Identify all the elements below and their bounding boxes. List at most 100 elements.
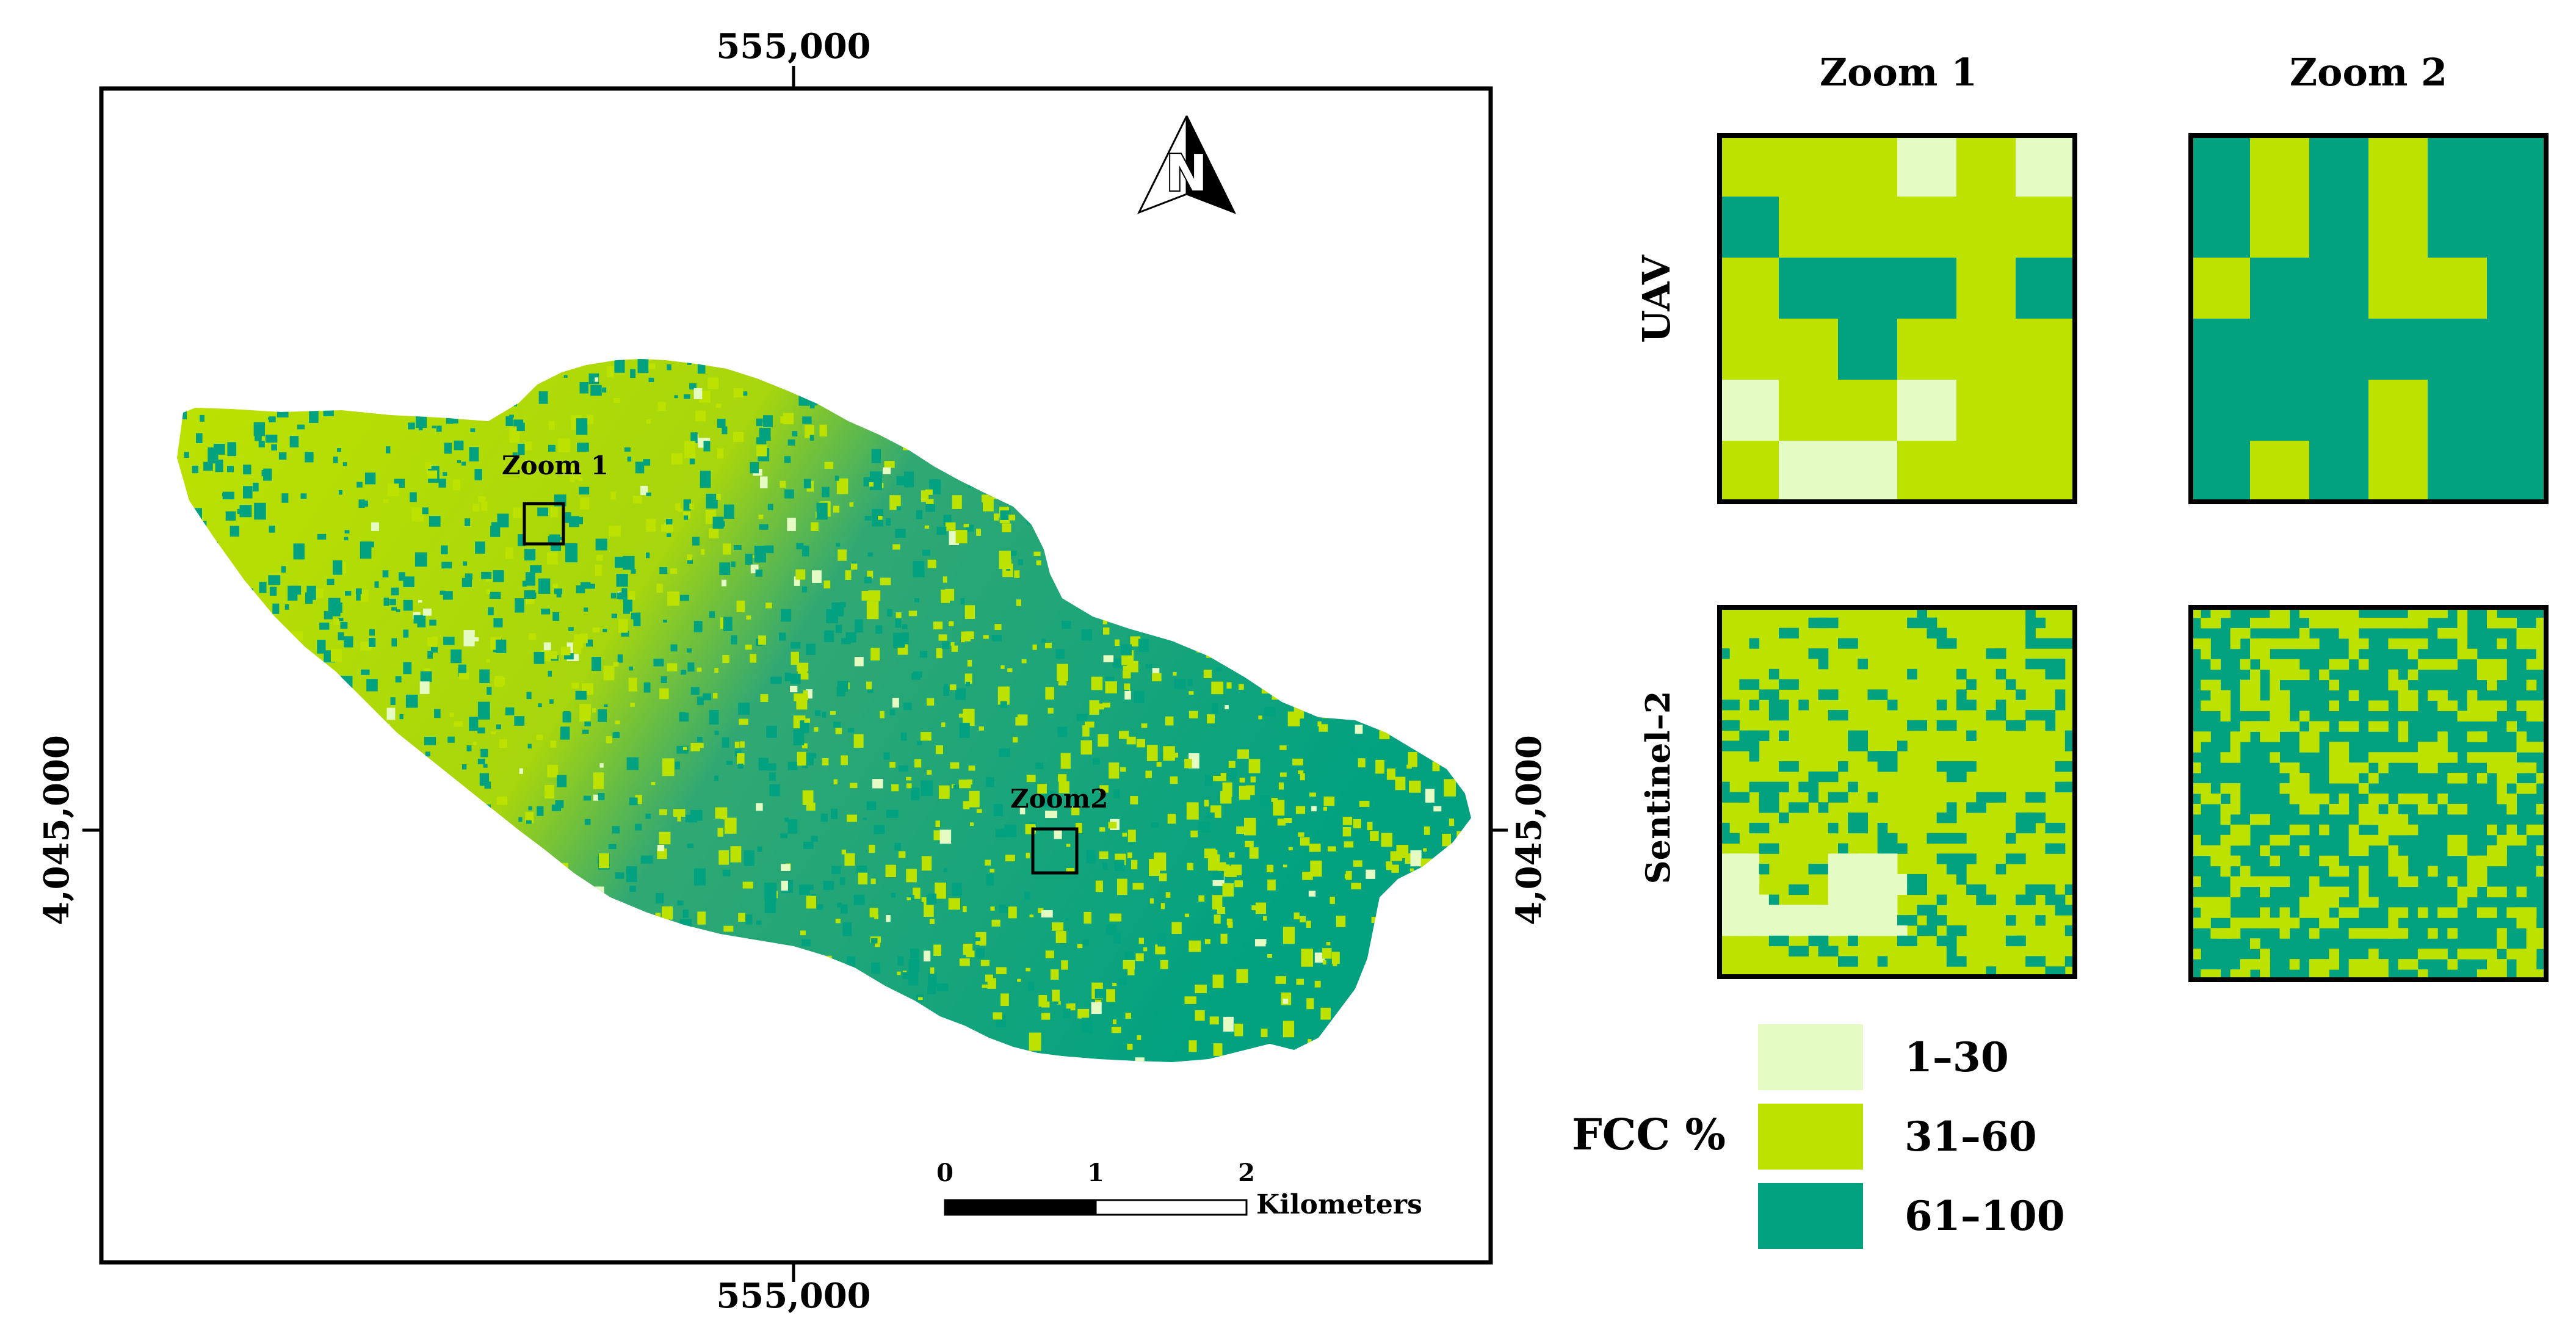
basin-pixel [497,513,509,527]
basin-pixel [804,718,811,723]
sentinel-zoom1-pixel [1867,853,1878,864]
basin-pixel [819,424,827,437]
basin-pixel [914,598,919,602]
scale-tick-2: 2 [1238,1159,1255,1187]
sentinel-zoom2-pixel [2477,949,2497,960]
sentinel-zoom1-pixel [1749,638,1760,649]
sentinel-zoom2-pixel [2467,690,2478,701]
sentinel-zoom1-pixel [1759,905,1770,916]
basin-pixel [239,505,252,518]
sentinel-zoom1-pixel [1956,956,1967,967]
basin-pixel [1066,868,1074,874]
basin-pixel [653,659,664,667]
sentinel-zoom2-pixel [2447,628,2468,639]
basin-pixel [383,598,389,606]
sentinel-zoom2-pixel [2230,628,2251,639]
basin-pixel [615,720,620,725]
sentinel-zoom2-pixel [2260,876,2280,887]
sentinel-zoom2-pixel [2339,617,2359,629]
sentinel-zoom2-pixel [2368,794,2389,805]
sentinel-zoom2-pixel [2417,949,2438,960]
sentinel-zoom2-pixel [2260,721,2270,732]
basin-pixel [1395,776,1406,790]
sentinel-zoom2-pixel [2191,897,2211,908]
basin-pixel [568,627,574,631]
basin-pixel [837,902,842,908]
sentinel-zoom2-pixel [2260,659,2280,670]
basin-pixel [472,637,479,642]
sentinel-zoom2-pixel [2526,659,2546,670]
basin-pixel [769,772,776,781]
basin-pixel [1103,627,1110,635]
basin-pixel [258,441,265,447]
sentinel-zoom1-pixel [1720,925,1730,936]
sentinel-zoom2-pixel [2201,794,2221,805]
basin-pixel [708,528,719,538]
sentinel-zoom2-pixel [2260,917,2280,928]
basin-pixel [982,984,988,988]
basin-pixel [1105,681,1117,693]
sentinel-zoom2-pixel [2447,803,2468,815]
uav-zoom1-cell [1956,441,2016,502]
basin-pixel [590,584,595,589]
basin-pixel [1135,953,1144,961]
sentinel-zoom2-pixel [2348,959,2359,970]
sentinel-zoom2-pixel [2398,679,2409,691]
sentinel-zoom1-pixel [2025,607,2036,618]
basin-pixel [980,960,990,966]
basin-pixel [875,625,883,634]
basin-pixel [780,480,786,488]
basin-pixel [548,421,555,430]
sentinel-zoom2-pixel [2299,783,2310,794]
basin-pixel [465,573,472,580]
basin-pixel [505,547,513,559]
basin-pixel [496,639,507,653]
basin-pixel [203,461,213,471]
basin-pixel [403,629,409,638]
sentinel-zoom2-pixel [2230,752,2241,763]
basin-pixel [635,823,642,831]
basin-pixel [836,543,841,547]
sentinel-zoom2-pixel [2437,628,2448,639]
basin-pixel [651,781,656,786]
sentinel-zoom1-pixel [1749,853,1760,864]
basin-pixel [936,648,942,659]
basin-pixel [925,504,936,512]
basin-pixel [616,574,628,587]
sentinel-zoom2-pixel [2497,783,2507,794]
basin-pixel [1203,670,1212,678]
sentinel-zoom2-pixel [2398,876,2419,887]
basin-pixel [869,908,878,917]
basin-pixel [481,571,492,579]
basin-pixel [548,670,552,677]
sentinel-zoom1-pixel [1838,956,1858,967]
basin-pixel [1190,830,1198,837]
basin-pixel [592,657,602,671]
sentinel-zoom2-pixel [2447,834,2468,846]
basin-pixel [1355,725,1363,734]
basin-pixel [844,853,855,866]
basin-pixel [856,865,867,874]
basin-pixel [405,695,418,708]
sentinel-zoom1-pixel [2064,956,2075,967]
basin-pixel [630,369,636,378]
sentinel-zoom2-pixel [2358,876,2369,887]
uav-zoom2-cell [2309,197,2369,258]
uav-zoom2-cell [2428,197,2487,258]
basin-pixel [1170,776,1178,784]
sentinel-zoom1-pixel [1739,915,1749,926]
scale-unit: Kilometers [1256,1189,1422,1220]
sentinel-zoom1-pixel [2045,822,2066,834]
basin-pixel [958,714,964,718]
basin-pixel [1138,938,1144,944]
sentinel-zoom2-pixel [2348,648,2359,660]
basin-pixel [823,580,831,588]
basin-pixel [721,579,727,587]
sentinel-zoom1-pixel [1828,925,1839,936]
basin-pixel [1018,559,1023,565]
basin-pixel [528,806,532,811]
basin-pixel [1012,737,1018,743]
basin-pixel [756,445,767,457]
sentinel-zoom2-pixel [2516,700,2527,711]
basin-pixel [911,673,921,680]
